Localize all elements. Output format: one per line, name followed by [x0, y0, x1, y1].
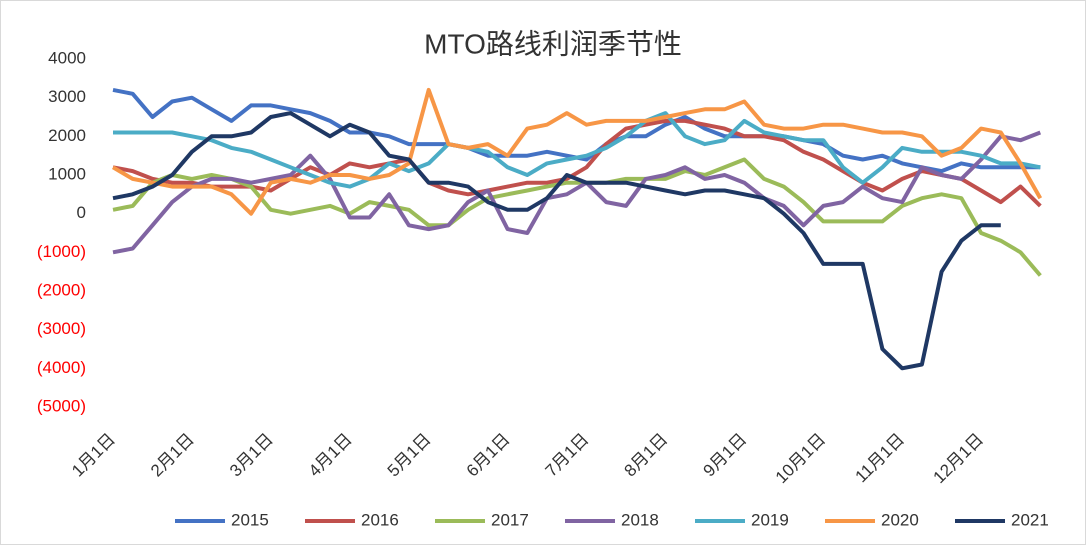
legend-label: 2018 [621, 510, 659, 529]
y-tick-label: 3000 [48, 87, 86, 106]
legend-label: 2016 [361, 510, 399, 529]
legend-label: 2017 [491, 510, 529, 529]
chart-title: MTO路线利润季节性 [424, 28, 682, 59]
legend-label: 2020 [881, 510, 919, 529]
legend-label: 2019 [751, 510, 789, 529]
legend-label: 2015 [231, 510, 269, 529]
y-tick-label: (1000) [37, 242, 86, 261]
y-tick-label: 2000 [48, 126, 86, 145]
series-line [113, 111, 1041, 189]
series-line [112, 130, 1042, 255]
series-line [111, 87, 1043, 216]
y-tick-label: (4000) [37, 358, 86, 377]
series-line [112, 111, 1001, 371]
y-tick-label: (5000) [37, 396, 86, 415]
y-tick-label: (2000) [37, 280, 86, 299]
y-tick-label: (3000) [37, 319, 86, 338]
y-tick-label: 1000 [48, 164, 86, 183]
series-line [112, 157, 1042, 277]
legend-label: 2021 [1011, 510, 1049, 529]
y-tick-label: 4000 [48, 48, 86, 67]
y-tick-label: 0 [77, 203, 86, 222]
